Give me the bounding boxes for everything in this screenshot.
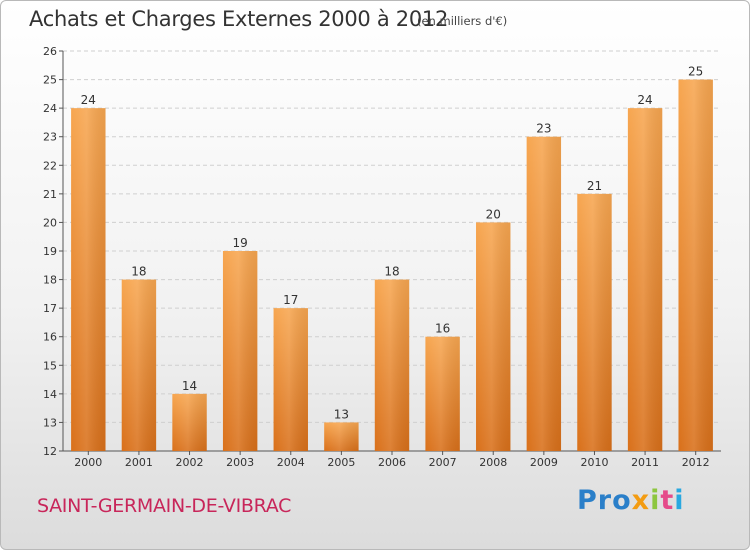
x-tick-label-2001: 2001 [125,456,153,469]
x-tick-label-2002: 2002 [176,456,204,469]
y-tick-label: 13 [43,416,57,429]
bar-shine-2003 [222,251,258,451]
y-tick-label: 24 [43,102,57,115]
x-tick-label-2005: 2005 [327,456,355,469]
proxiti-logo[interactable]: Proxiti [577,485,685,516]
x-tick-label-2012: 2012 [682,456,710,469]
value-label-2001: 18 [131,265,146,279]
value-label-2008: 20 [486,207,501,221]
y-tick-label: 18 [43,274,57,287]
x-tick-label-2011: 2011 [631,456,659,469]
y-tick-label: 16 [43,331,57,344]
value-label-2010: 21 [587,179,602,193]
logo-part-x: x [631,485,651,516]
y-tick-label: 17 [43,302,57,315]
value-label-2000: 24 [81,93,96,107]
value-label-2005: 13 [334,407,349,421]
x-tick-label-2008: 2008 [479,456,507,469]
y-tick-label: 14 [43,388,57,401]
x-tick-label-2009: 2009 [530,456,558,469]
logo-part-i1: i [650,485,661,516]
x-tick-label-2003: 2003 [226,456,254,469]
logo-part-t: t [660,485,675,516]
value-label-2003: 19 [233,236,248,250]
bar-shine-2011 [627,108,663,452]
logo-part-pro: Pro [577,485,632,516]
bar-shine-2004 [273,308,308,451]
y-tick-label: 22 [43,159,57,172]
value-label-2007: 16 [435,322,450,336]
y-tick-label: 21 [43,188,57,201]
y-tick-label: 19 [43,245,57,258]
y-tick-label: 12 [43,445,57,458]
bar-shine-2002 [172,393,207,451]
value-label-2002: 14 [182,379,197,393]
y-tick-label: 15 [43,359,57,372]
bar-shine-2008 [476,222,511,451]
chart-subtitle: (en milliers d'€) [417,14,508,28]
x-tick-label-2004: 2004 [277,456,305,469]
y-tick-label: 20 [43,216,57,229]
x-tick-label-2006: 2006 [378,456,406,469]
y-tick-label: 23 [43,131,57,144]
bar-shine-2006 [374,279,410,451]
value-label-2006: 18 [384,265,399,279]
bar-shine-2001 [121,279,157,451]
logo-part-i2: i [674,485,685,516]
x-tick-label-2000: 2000 [74,456,102,469]
bar-shine-2012 [678,79,713,452]
value-label-2004: 17 [283,293,298,307]
bar-shine-2009 [526,136,562,451]
value-label-2011: 24 [637,93,652,107]
y-tick-label: 26 [43,45,57,58]
chart-title: Achats et Charges Externes 2000 à 2012 [29,7,449,31]
value-label-2012: 25 [688,65,703,79]
x-tick-label-2007: 2007 [429,456,457,469]
bar-shine-2007 [425,336,460,451]
bars [71,79,713,452]
place-name: SAINT-GERMAIN-DE-VIBRAC [37,495,292,517]
value-labels: 24 18 14 19 17 13 18 16 20 23 21 24 25 [81,65,704,422]
bar-shine-2010 [577,193,612,451]
bar-shine-2000 [71,108,106,452]
bar-shine-2005 [324,422,359,451]
value-label-2009: 23 [536,122,551,136]
x-tick-label-2010: 2010 [580,456,608,469]
y-tick-label: 25 [43,74,57,87]
